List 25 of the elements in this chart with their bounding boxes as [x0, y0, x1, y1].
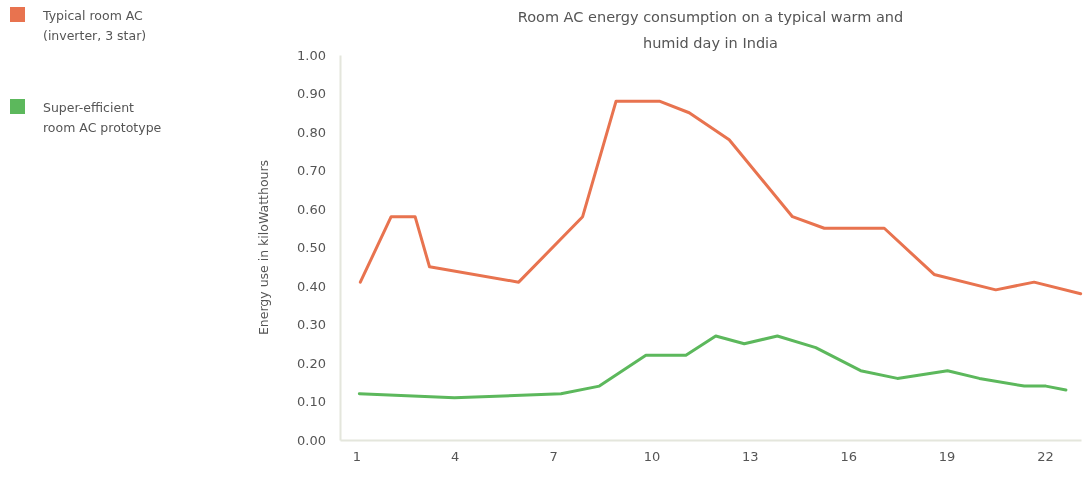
- y-tick-label: 0.90: [297, 86, 326, 102]
- legend-label: Typical room AC (inverter, 3 star): [42, 8, 147, 43]
- y-tick-label: 0.60: [297, 201, 326, 217]
- x-tick-label: 13: [742, 449, 759, 465]
- x-tick-label: 7: [549, 449, 558, 465]
- chart-title: Room AC energy consumption on a typical warm and humid day in India: [517, 9, 904, 51]
- line-series: [358, 99, 1083, 296]
- y-tick-label: 0.50: [297, 240, 326, 256]
- x-tick-label: 10: [643, 449, 661, 465]
- y-tick-label: 0.80: [297, 124, 326, 140]
- x-tick-label: 22: [1037, 449, 1054, 465]
- y-tick-label: 0.20: [297, 355, 326, 371]
- x-tick-label: 1: [352, 449, 362, 465]
- y-tick-label: 0.00: [297, 432, 326, 448]
- y-tick-label: 0.40: [297, 278, 326, 294]
- x-tick-label: 16: [840, 449, 857, 465]
- x-tick-label: 4: [451, 449, 460, 465]
- y-tick-label: 0.10: [297, 394, 326, 410]
- y-axis-title: Energy use in kiloWatthours: [256, 159, 271, 336]
- x-tick-label: 19: [938, 449, 956, 465]
- line-series: [357, 334, 1068, 400]
- y-tick-label: 0.30: [297, 317, 326, 333]
- y-tick-label: 0.70: [297, 163, 326, 179]
- legend-label: Super-efficient room AC prototype: [43, 100, 162, 135]
- y-tick-label: 1.00: [297, 47, 326, 63]
